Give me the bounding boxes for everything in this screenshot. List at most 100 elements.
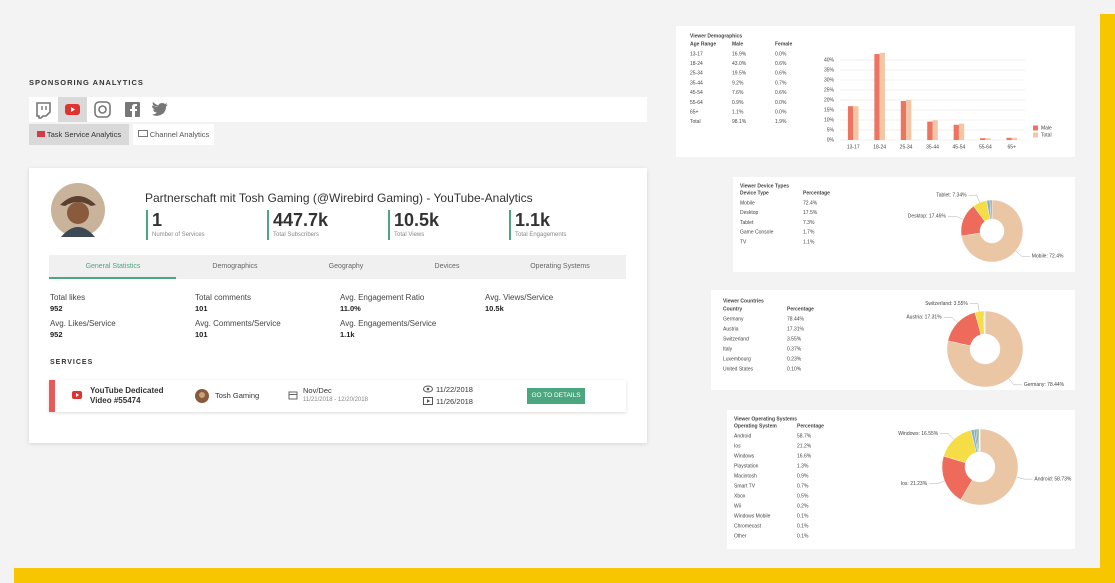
youtube-play	[71, 107, 75, 112]
slice-label: Android: 58.73%	[1034, 476, 1072, 482]
table-cell: 13-17	[690, 51, 703, 57]
table-cell: 0.10%	[787, 366, 802, 372]
period-range: 11/21/2018 - 12/20/2018	[303, 397, 368, 403]
table-cell: 21.2%	[797, 443, 812, 449]
table-cell: 0.7%	[797, 483, 809, 489]
table-cell: Smart TV	[734, 483, 756, 489]
table-cell: 0.0%	[775, 100, 787, 106]
stat-value: 11.0%	[340, 304, 361, 313]
table-cell: 0.2%	[797, 503, 809, 509]
tab-underline	[49, 277, 176, 279]
tab[interactable]: Demographics	[212, 263, 258, 270]
x-tick-label: 65+	[1008, 144, 1017, 150]
table-cell: 0.0%	[775, 51, 787, 57]
stat-value: 101	[195, 304, 208, 313]
tab-bar	[49, 255, 626, 279]
donut-slice	[946, 310, 1024, 388]
tab[interactable]: Operating Systems	[530, 263, 590, 270]
twitch-icon[interactable]	[36, 102, 51, 119]
y-tick-label: 20%	[824, 97, 835, 103]
tab[interactable]: Devices	[434, 263, 460, 270]
service-name: YouTube Dedicated Video #55474	[90, 386, 164, 405]
table-cell: 45-54	[690, 90, 703, 96]
table-cell: 1.9%	[775, 119, 787, 125]
table-cell: 78.44%	[787, 316, 805, 322]
kpi: 1.1k Total Engagements	[509, 210, 566, 240]
bar	[932, 120, 938, 140]
table-cell: Windows	[734, 453, 755, 459]
bar	[853, 106, 859, 140]
x-tick-label: 35-44	[926, 144, 939, 150]
table-cell: 1.7%	[803, 230, 815, 236]
stat-value: 10.5k	[485, 304, 504, 313]
table-header: Percentage	[787, 306, 814, 312]
table-cell: 0.9%	[732, 100, 744, 106]
chart-title: Viewer Device Types	[740, 183, 789, 189]
y-tick-label: 25%	[824, 87, 835, 93]
slice-label: Desktop: 17.46%	[908, 214, 947, 220]
avatar	[51, 183, 105, 237]
services-heading: SERVICES	[50, 359, 94, 366]
table-cell: 17.5%	[803, 210, 818, 216]
legend-swatch	[1033, 125, 1038, 131]
table-cell: 58.7%	[797, 433, 812, 439]
stat-label: Avg. Comments/Service	[195, 319, 281, 328]
table-cell: Germany	[723, 316, 744, 322]
stat-value: 952	[50, 330, 63, 339]
table-cell: Desktop	[740, 210, 759, 216]
bar	[980, 138, 986, 140]
yellow-frame-bottom	[14, 568, 1115, 583]
views-icon	[423, 385, 433, 393]
leader-line	[929, 480, 945, 484]
table-header: Female	[775, 41, 792, 47]
kpi: 10.5k Total Views	[388, 210, 439, 240]
stat-label: Total likes	[50, 293, 86, 302]
table-cell: Tablet	[740, 220, 754, 226]
table-cell: 0.1%	[797, 523, 809, 529]
table-cell: 1.1%	[732, 110, 744, 116]
tab-icon	[36, 131, 45, 137]
y-tick-label: 35%	[824, 67, 835, 73]
chart-title: Viewer Countries	[723, 298, 764, 304]
table-header: Country	[723, 306, 742, 312]
slice-label: Mobile: 72.4%	[1032, 254, 1064, 260]
y-tick-label: 15%	[824, 107, 835, 113]
table-cell: 25-34	[690, 71, 703, 77]
table-cell: 0.23%	[787, 356, 802, 362]
y-tick-label: 30%	[824, 77, 835, 83]
stat-label: Avg. Engagement Ratio	[340, 293, 425, 302]
table-cell: 72.4%	[803, 200, 818, 206]
x-tick-label: 13-17	[847, 144, 860, 150]
view-tab[interactable]: Channel Analytics	[133, 124, 214, 145]
table-cell: 98.1%	[732, 119, 747, 125]
twitter-icon[interactable]	[152, 102, 168, 116]
tab[interactable]: Geography	[328, 263, 364, 270]
x-tick-label: 55-64	[979, 144, 992, 150]
legend-swatch	[1033, 132, 1038, 138]
table-cell: 7.3%	[803, 220, 815, 226]
bar	[953, 124, 959, 140]
table-cell: Android	[734, 433, 751, 439]
table-cell: 0.6%	[775, 90, 787, 96]
tab[interactable]: General Statistics	[85, 263, 141, 270]
leader-line	[1016, 476, 1033, 480]
stat-value: 952	[50, 304, 63, 313]
x-tick-label: 45-54	[953, 144, 966, 150]
details-button[interactable]: GO TO DETAILS	[527, 388, 585, 404]
table-header: Age Range	[690, 41, 716, 47]
status-bar	[49, 380, 55, 412]
table-cell: 0.9%	[797, 473, 809, 479]
facebook-icon[interactable]	[125, 102, 140, 117]
donut-slice	[960, 428, 1019, 506]
leader-line	[947, 216, 964, 220]
x-tick-label: 18-24	[873, 144, 886, 150]
instagram-icon[interactable]	[94, 101, 111, 118]
view-tab-active[interactable]: Task Service Analytics	[29, 124, 129, 145]
table-cell: 3.55%	[787, 336, 802, 342]
leader-line	[969, 303, 980, 312]
tracked-date: 11/26/2018	[436, 397, 473, 406]
section-title: SPONSORING ANALYTICS	[29, 78, 144, 87]
table-cell: 19.5%	[732, 71, 747, 77]
table-cell: Macintosh	[734, 473, 757, 479]
bar	[900, 101, 907, 140]
